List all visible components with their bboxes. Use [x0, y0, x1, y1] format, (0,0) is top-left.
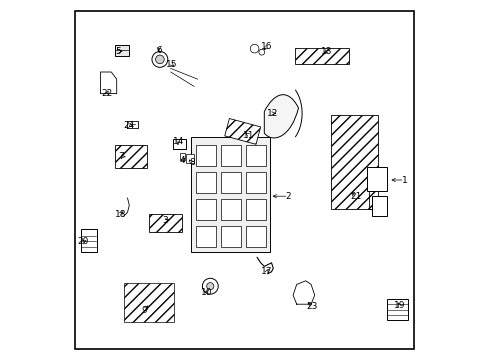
Bar: [371, 196, 386, 216]
Text: 1: 1: [401, 176, 407, 185]
Text: 21: 21: [350, 192, 361, 202]
Bar: [224, 118, 260, 144]
Text: 9: 9: [141, 306, 147, 315]
Bar: [115, 145, 147, 168]
Bar: [179, 153, 185, 160]
Text: 24: 24: [122, 121, 134, 130]
Text: 13: 13: [320, 47, 332, 56]
Text: 11: 11: [243, 131, 254, 140]
Text: 23: 23: [306, 302, 317, 311]
PathPatch shape: [264, 95, 298, 138]
Text: 5: 5: [115, 47, 121, 56]
Bar: [196, 172, 215, 193]
Text: 20: 20: [78, 238, 89, 247]
Text: 10: 10: [201, 288, 212, 297]
Bar: [123, 283, 174, 322]
Text: 3: 3: [162, 216, 168, 225]
Bar: [221, 172, 241, 193]
Text: 16: 16: [261, 42, 272, 51]
Text: 8: 8: [189, 158, 194, 167]
Bar: [246, 226, 265, 247]
Text: 18: 18: [114, 210, 126, 219]
Bar: [386, 299, 407, 320]
Bar: [186, 154, 194, 163]
Bar: [196, 226, 215, 247]
Text: 4: 4: [180, 156, 185, 166]
Bar: [330, 115, 377, 209]
Text: 19: 19: [393, 302, 405, 310]
Bar: [190, 137, 269, 252]
Circle shape: [152, 51, 167, 67]
Bar: [221, 199, 241, 220]
Bar: [366, 167, 386, 191]
Circle shape: [250, 44, 258, 53]
Bar: [115, 45, 129, 56]
Text: 7: 7: [118, 152, 124, 161]
Bar: [246, 172, 265, 193]
Text: 17: 17: [261, 267, 272, 276]
Circle shape: [206, 283, 213, 290]
Bar: [221, 226, 241, 247]
Bar: [246, 145, 265, 166]
Circle shape: [258, 49, 264, 55]
Bar: [196, 199, 215, 220]
Bar: [196, 145, 215, 166]
Circle shape: [155, 55, 164, 64]
Bar: [221, 145, 241, 166]
Bar: [149, 214, 181, 232]
Circle shape: [202, 278, 218, 294]
Bar: [294, 48, 348, 64]
Bar: [246, 199, 265, 220]
Text: 2: 2: [285, 192, 291, 201]
Text: 12: 12: [266, 109, 278, 118]
Bar: [172, 139, 186, 149]
Text: 14: 14: [172, 137, 183, 146]
Text: 22: 22: [101, 89, 112, 98]
Text: 15: 15: [165, 60, 177, 69]
Text: 6: 6: [156, 46, 162, 55]
Bar: [81, 229, 97, 252]
